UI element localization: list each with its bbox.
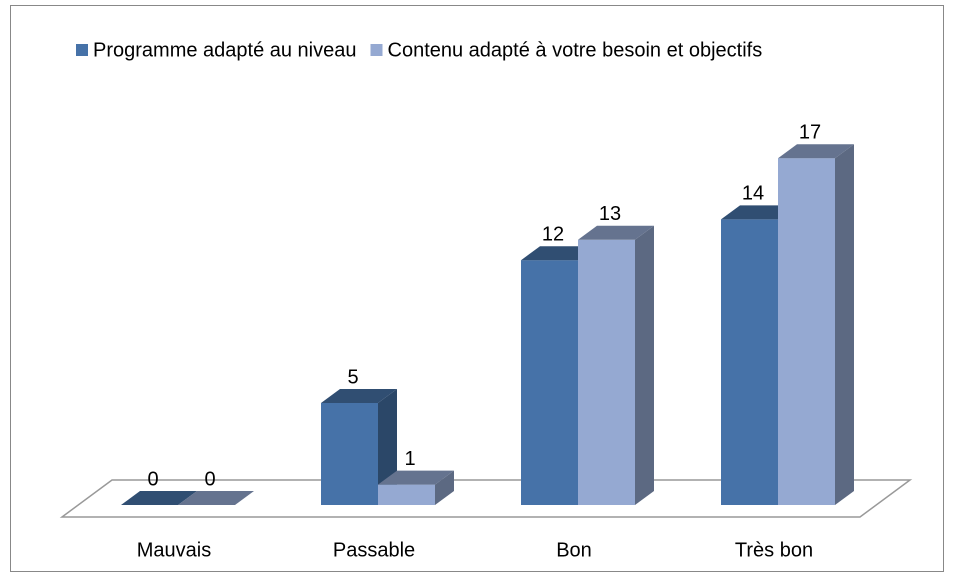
bar (721, 219, 778, 505)
legend-label: Contenu adapté à votre besoin et objecti… (388, 39, 763, 61)
x-tick-label: Mauvais (137, 539, 211, 561)
data-label: 5 (347, 366, 358, 388)
bar (378, 484, 435, 505)
bar-top (178, 491, 254, 505)
bar-top (378, 470, 454, 485)
bar (578, 239, 635, 506)
bar-top (578, 225, 654, 240)
x-tick-label: Bon (556, 539, 592, 561)
legend-swatch (370, 44, 383, 56)
x-tick-label: Passable (333, 539, 415, 561)
data-label: 0 (147, 468, 158, 490)
data-label: 12 (542, 223, 564, 245)
bar (321, 403, 378, 505)
legend-swatch (76, 44, 88, 56)
bar (778, 158, 835, 505)
data-label: 1 (404, 448, 415, 470)
x-tick-label: Très bon (735, 539, 813, 561)
bar-top (778, 144, 854, 159)
bar (521, 260, 578, 505)
bar-side (635, 225, 654, 506)
bar-side (835, 144, 854, 505)
legend-label: Programme adapté au niveau (93, 39, 357, 61)
data-label: 13 (599, 203, 621, 225)
data-label: 14 (742, 183, 764, 205)
bar-top (321, 389, 397, 403)
bar-side (435, 470, 454, 505)
data-label: 0 (204, 468, 215, 490)
data-label: 17 (799, 121, 821, 143)
floor (59, 479, 913, 518)
bar-top (121, 491, 197, 505)
